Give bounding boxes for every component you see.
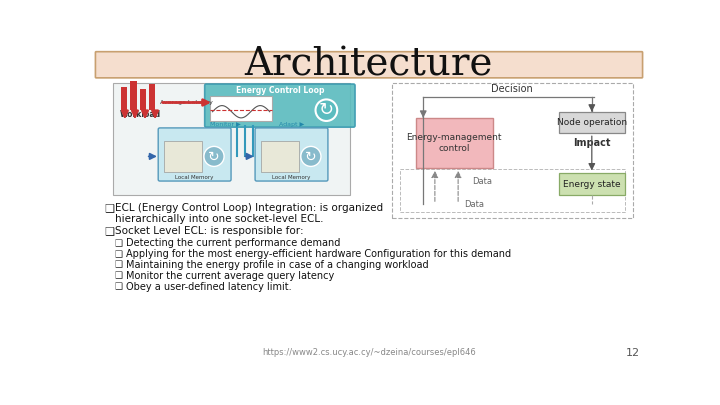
Text: ↻: ↻ [305, 149, 317, 163]
Text: Data: Data [472, 177, 492, 185]
Text: Average Latency: Average Latency [160, 100, 212, 105]
Text: ↻: ↻ [208, 149, 220, 163]
Bar [261, 141, 300, 172]
Bar [400, 169, 625, 212]
FancyBboxPatch shape [158, 128, 231, 181]
Bar [130, 81, 137, 110]
Text: Energy state: Energy state [563, 180, 621, 189]
Text: ❑: ❑ [104, 203, 114, 213]
Text: Monitor the current average query latency: Monitor the current average query latenc… [126, 271, 334, 281]
FancyBboxPatch shape [255, 128, 328, 181]
Text: Data: Data [464, 200, 485, 209]
Text: ❑: ❑ [114, 250, 123, 259]
Text: Impact: Impact [573, 138, 611, 147]
Text: ECL (Energy Control Loop) Integration: is organized: ECL (Energy Control Loop) Integration: i… [114, 203, 383, 213]
Text: https://www2.cs.ucy.ac.cy/~dzeina/courses/epl646: https://www2.cs.ucy.ac.cy/~dzeina/course… [262, 348, 476, 357]
Bar [210, 96, 272, 121]
Bar [140, 89, 145, 110]
Bar [392, 83, 632, 218]
Text: ❑: ❑ [114, 239, 123, 248]
Text: Workload: Workload [120, 109, 161, 119]
Bar [121, 87, 127, 110]
Text: Node operation: Node operation [557, 118, 627, 127]
Bar [415, 118, 493, 168]
Text: ❑: ❑ [104, 226, 114, 236]
Text: Energy Control Loop: Energy Control Loop [235, 86, 324, 96]
Bar [113, 83, 350, 195]
Text: Local Memory: Local Memory [272, 175, 311, 180]
FancyBboxPatch shape [96, 52, 642, 78]
Text: Applying for the most energy-efficient hardware Configuration for this demand: Applying for the most energy-efficient h… [126, 249, 510, 259]
Text: ❑: ❑ [114, 271, 123, 280]
Bar [149, 84, 155, 110]
Bar [163, 141, 202, 172]
Text: 12: 12 [626, 348, 639, 358]
Text: Monitor ▶: Monitor ▶ [210, 122, 241, 126]
Text: Detecting the current performance demand: Detecting the current performance demand [126, 239, 340, 248]
Text: Local Memory: Local Memory [176, 175, 214, 180]
FancyBboxPatch shape [204, 84, 355, 127]
Circle shape [301, 146, 321, 166]
Text: Decision: Decision [492, 84, 534, 94]
Bar [559, 112, 625, 133]
Circle shape [204, 146, 224, 166]
Text: ❑: ❑ [114, 282, 123, 291]
Text: Maintaining the energy profile in case of a changing workload: Maintaining the energy profile in case o… [126, 260, 428, 270]
Bar [559, 173, 625, 195]
Text: Energy-management
control: Energy-management control [407, 133, 502, 153]
Circle shape [315, 99, 337, 121]
Text: Architecture: Architecture [245, 46, 493, 83]
Text: hierarchically into one socket-level ECL.: hierarchically into one socket-level ECL… [114, 214, 323, 224]
Text: Adapt ▶: Adapt ▶ [279, 122, 304, 126]
Text: Obey a user-defined latency limit.: Obey a user-defined latency limit. [126, 281, 292, 292]
Text: ↻: ↻ [319, 101, 334, 119]
Text: Socket Level ECL: is responsible for:: Socket Level ECL: is responsible for: [114, 226, 303, 236]
Text: ❑: ❑ [114, 260, 123, 269]
